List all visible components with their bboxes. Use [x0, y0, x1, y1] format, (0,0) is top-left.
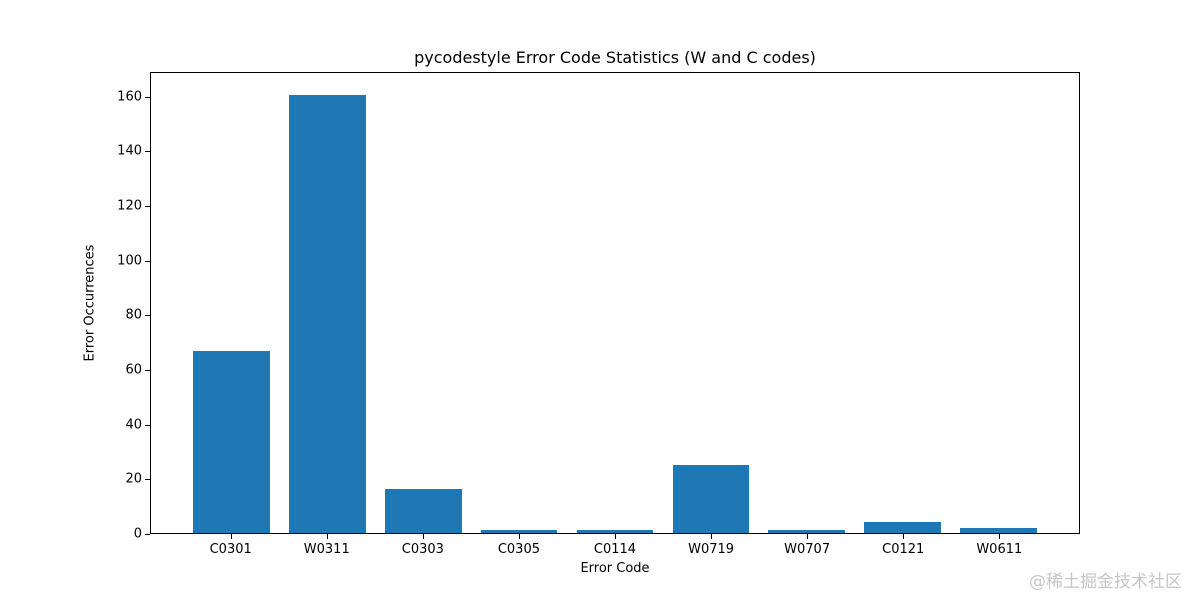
bar-W0311 — [289, 94, 366, 533]
watermark-text: @稀土掘金技术社区 — [1029, 572, 1182, 592]
x-tick-mark — [903, 534, 905, 539]
y-tick-mark — [145, 534, 150, 535]
y-tick-mark — [145, 260, 150, 262]
x-tick-label-C0114: C0114 — [593, 542, 637, 557]
x-tick-mark — [518, 534, 520, 539]
y-tick-label: 80 — [125, 307, 142, 323]
y-tick-label: 160 — [117, 89, 142, 105]
y-axis-label: Error Occurrences — [82, 244, 98, 362]
x-axis-label: Error Code — [580, 561, 650, 576]
chart-title: pycodestyle Error Code Statistics (W and… — [414, 48, 816, 67]
bar-W0611 — [960, 527, 1037, 533]
x-tick-mark — [422, 534, 424, 539]
x-tick-mark — [326, 534, 328, 539]
y-tick-label: 60 — [125, 362, 142, 378]
x-tick-label-C0301: C0301 — [209, 542, 252, 557]
plot-area — [150, 72, 1080, 534]
y-tick-label: 100 — [117, 253, 142, 269]
y-tick-mark — [145, 96, 150, 98]
bar-W0719 — [672, 464, 750, 533]
bar-C0303 — [384, 489, 462, 533]
x-tick-label-C0121: C0121 — [882, 542, 925, 557]
x-tick-label-W0611: W0611 — [976, 542, 1023, 557]
x-tick-label-W0707: W0707 — [784, 542, 831, 557]
y-tick-label: 0 — [133, 526, 142, 542]
bar-C0301 — [193, 350, 270, 533]
x-tick-mark — [615, 534, 616, 539]
bar-C0114 — [576, 530, 654, 533]
y-tick-mark — [145, 206, 150, 208]
bar-C0121 — [864, 522, 941, 533]
y-tick-label: 140 — [117, 143, 142, 159]
x-tick-label-W0311: W0311 — [303, 542, 350, 557]
y-tick-label: 20 — [125, 471, 142, 487]
y-tick-label: 40 — [125, 417, 142, 433]
x-tick-label-C0305: C0305 — [497, 542, 541, 557]
x-tick-label-W0719: W0719 — [688, 542, 735, 557]
bar-C0305 — [480, 530, 558, 533]
y-tick-mark — [145, 424, 150, 426]
x-tick-mark — [999, 534, 1001, 539]
bar-W0707 — [768, 530, 846, 533]
x-tick-mark — [807, 534, 809, 539]
y-tick-mark — [145, 315, 150, 317]
y-tick-mark — [145, 151, 150, 153]
x-tick-label-C0303: C0303 — [401, 542, 444, 557]
y-tick-label: 120 — [117, 198, 142, 214]
x-tick-mark — [711, 534, 713, 539]
y-tick-mark — [145, 479, 150, 481]
x-tick-mark — [230, 534, 232, 539]
y-tick-mark — [145, 370, 150, 372]
